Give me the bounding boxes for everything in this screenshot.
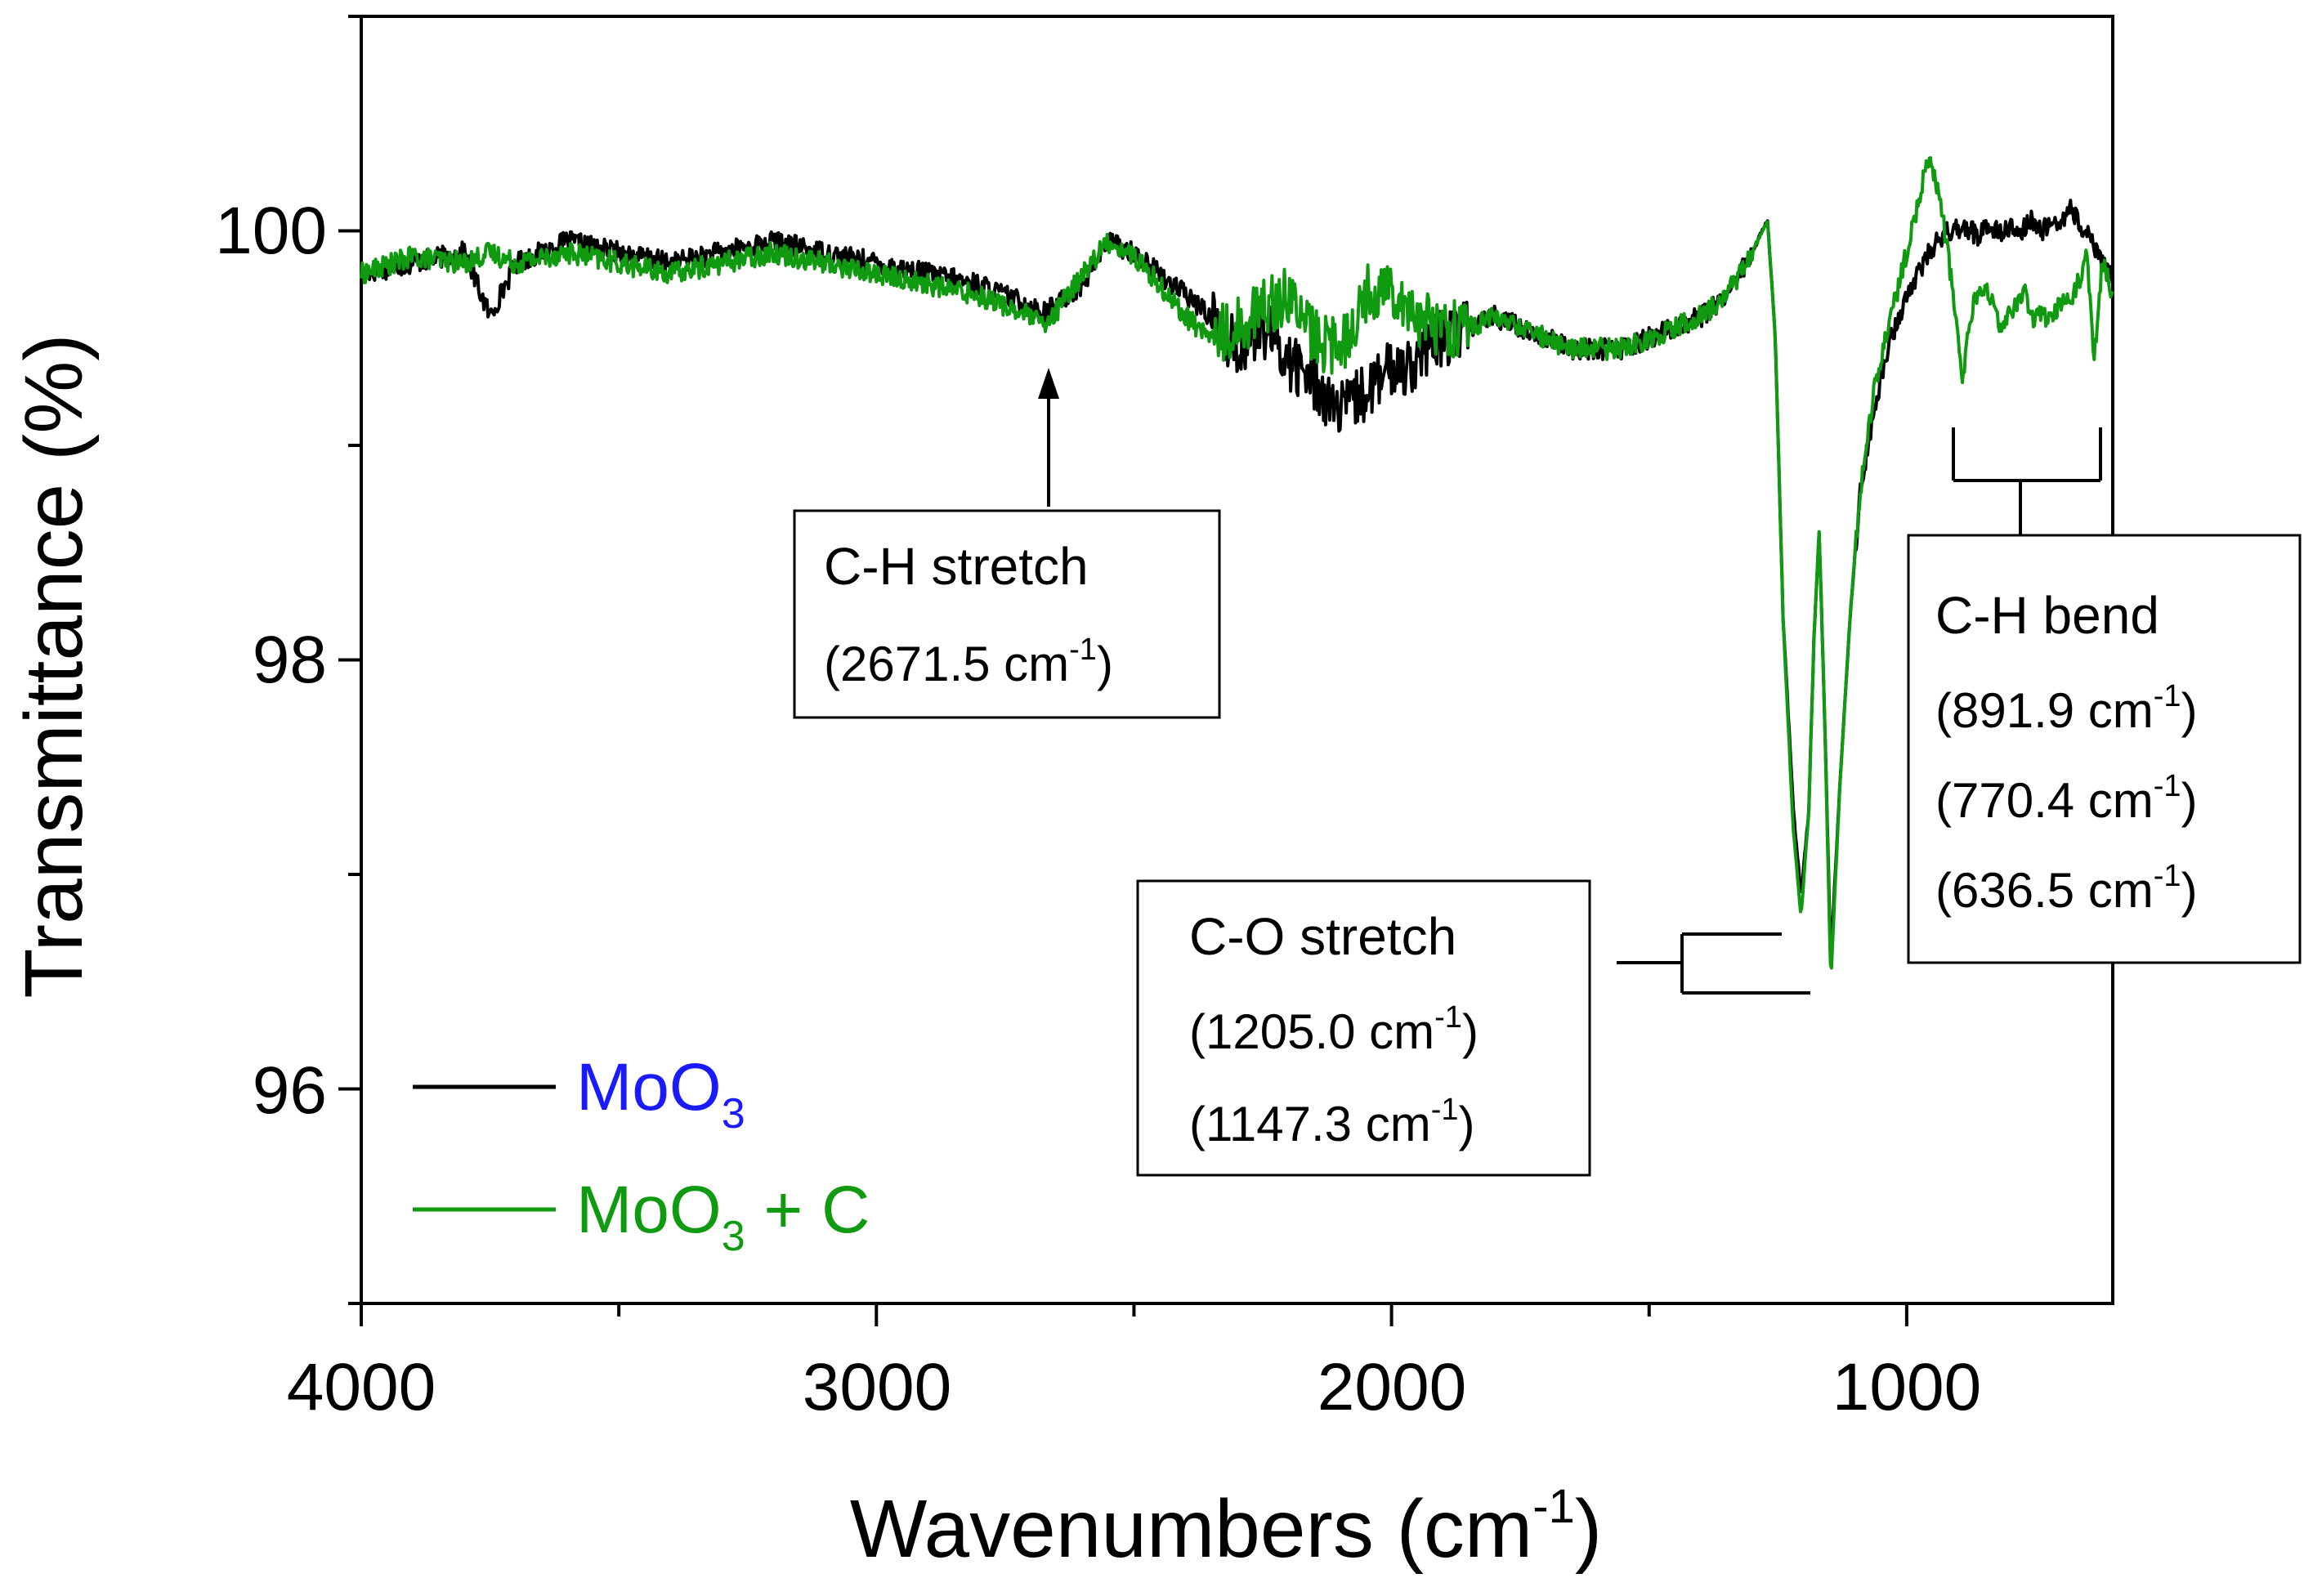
- y-tick-label: 98: [253, 623, 327, 697]
- legend: MoO3 MoO3 + C: [413, 1050, 870, 1260]
- co-stretch-value: (1147.3 cm-1): [1189, 1093, 1474, 1151]
- series-layer: [360, 156, 2114, 970]
- ch-bend-value: (891.9 cm-1): [1935, 679, 2198, 738]
- co-stretch-box: [1136, 879, 1591, 1177]
- co-stretch-title: C-O stretch: [1189, 907, 1456, 966]
- tick-layer: [338, 15, 1908, 1326]
- ch-bend-value: (770.4 cm-1): [1935, 769, 2198, 828]
- y-tick-label: 100: [215, 194, 327, 268]
- series-line-moo3-c: [360, 156, 2114, 970]
- legend-label-moo3-c: MoO3 + C: [576, 1173, 870, 1260]
- x-tick-label: 2000: [1318, 1350, 1466, 1424]
- annotation-co-stretch: C-O stretch (1205.0 cm-1) (1147.3 cm-1): [1136, 879, 1810, 1177]
- annotation-ch-stretch: C-H stretch (2671.5 cm-1): [793, 368, 1221, 719]
- legend-label-moo3: MoO3: [576, 1050, 745, 1138]
- ch-stretch-arrowhead: [1038, 368, 1059, 399]
- annotation-ch-bend: C-H bend (891.9 cm-1) (770.4 cm-1) (636.…: [1907, 427, 2302, 964]
- co-stretch-value: (1205.0 cm-1): [1189, 1000, 1479, 1059]
- ch-stretch-value: (2671.5 cm-1): [824, 633, 1113, 691]
- ch-bend-value: (636.5 cm-1): [1935, 859, 2198, 918]
- ch-bend-box: [1907, 534, 2302, 964]
- y-tick-label: 96: [253, 1053, 327, 1128]
- x-tick-label: 3000: [803, 1350, 951, 1424]
- ch-stretch-box: [793, 509, 1221, 719]
- x-axis-title: Wavenumbers (cm-1): [850, 1480, 1602, 1575]
- x-tick-label: 4000: [287, 1350, 436, 1424]
- ch-bend-title: C-H bend: [1935, 586, 2159, 645]
- y-axis-title: Transmittance (%): [8, 333, 100, 998]
- ch-stretch-title: C-H stretch: [824, 537, 1089, 596]
- x-tick-label: 1000: [1832, 1350, 1981, 1424]
